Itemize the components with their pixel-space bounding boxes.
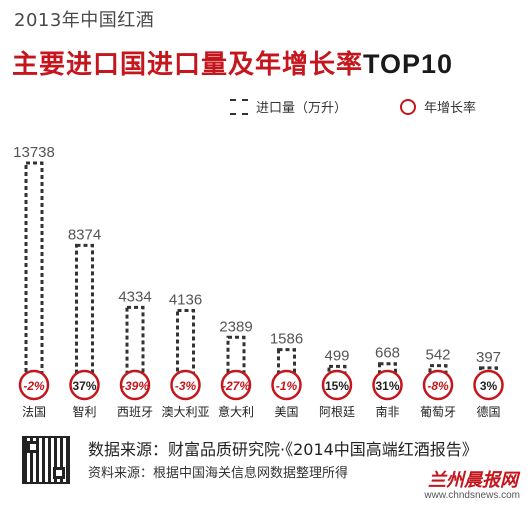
chart-title: 主要进口国进口量及年增长率TOP10 [12, 44, 453, 81]
growth-rate-label: -2% [23, 379, 45, 393]
growth-rate-label: -8% [427, 379, 449, 393]
category-label: 葡萄牙 [420, 405, 456, 419]
data-source: 数据来源：财富品质研究院·《2014中国高端红酒报告》 [88, 440, 478, 459]
bar [428, 364, 448, 376]
growth-rate-circle [372, 369, 403, 401]
bar-value-label: 2389 [219, 318, 252, 335]
bar-chart: 13738 -2% 法国 8374 37% 智利 4334 -39% 西班牙 4136 -3% 澳大利… [13, 144, 504, 419]
reference-source: 资料来源：根据中国海关信息网数据整理所得 [88, 466, 349, 481]
category-label: 智利 [72, 404, 96, 419]
chart-subtitle: 2013年中国红酒 [14, 10, 155, 31]
bar [277, 348, 296, 376]
chart-title-suffix: TOP10 [363, 49, 454, 79]
growth-rate-label: 3% [480, 379, 498, 393]
bar [378, 362, 397, 376]
legend-import-volume: 进口量（万升） [230, 97, 347, 116]
bar [24, 161, 44, 376]
growth-rate-label: 31% [375, 379, 399, 393]
category-label: 意大利 [218, 404, 254, 419]
category-label: 法国 [22, 405, 46, 419]
category-label: 阿根廷 [319, 405, 355, 419]
circle-legend-icon [400, 98, 416, 115]
growth-rate-circle [220, 369, 252, 401]
growth-rate-circle [18, 369, 50, 401]
publisher-site: www.chndsnews.com [424, 490, 520, 501]
dashed-bar-legend-icon [230, 98, 248, 115]
growth-rate-label: -3% [175, 379, 197, 393]
growth-rate-circle [321, 369, 353, 401]
bar-value-label: 397 [476, 349, 501, 366]
category-label: 南非 [375, 404, 399, 419]
growth-rate-label: 15% [325, 379, 349, 393]
bar-value-label: 499 [324, 347, 349, 364]
bar [125, 305, 145, 376]
growth-rate-circle [473, 369, 504, 401]
category-label: 澳大利亚 [161, 405, 209, 419]
legend-growth-rate-label: 年增长率 [424, 101, 477, 116]
growth-rate-circle [69, 369, 100, 401]
category-label: 美国 [274, 405, 298, 419]
footer: 数据来源：财富品质研究院·《2014中国高端红酒报告》 资料来源：根据中国海关信… [0, 428, 532, 507]
bar [176, 308, 195, 376]
bar-value-label: 4334 [118, 288, 151, 305]
growth-rate-label: -39% [121, 379, 149, 393]
bar [226, 335, 246, 376]
qr-code-icon [22, 436, 70, 484]
chart-title-main: 主要进口国进口量及年增长率 [12, 50, 364, 80]
category-label: 德国 [476, 404, 500, 419]
growth-rate-label: -27% [222, 379, 250, 393]
category-label: 西班牙 [117, 405, 153, 419]
growth-rate-circle [170, 369, 201, 401]
growth-rate-circle [119, 369, 151, 401]
bar [75, 243, 94, 376]
growth-rate-circle [422, 369, 454, 401]
publisher-logo: 兰州晨报网 [428, 470, 518, 491]
growth-rate-circle [271, 369, 302, 401]
bar-value-label: 4136 [169, 291, 202, 308]
legend-import-volume-label: 进口量（万升） [256, 101, 348, 116]
bar-value-label: 1586 [270, 331, 303, 348]
bar-value-label: 8374 [68, 226, 101, 243]
growth-rate-label: -1% [276, 379, 298, 393]
bar-value-label: 13738 [13, 144, 55, 161]
bar-value-label: 668 [375, 345, 400, 362]
legend-growth-rate: 年增长率 [400, 97, 476, 116]
bar-value-label: 542 [425, 347, 450, 364]
growth-rate-label: 37% [72, 379, 96, 393]
